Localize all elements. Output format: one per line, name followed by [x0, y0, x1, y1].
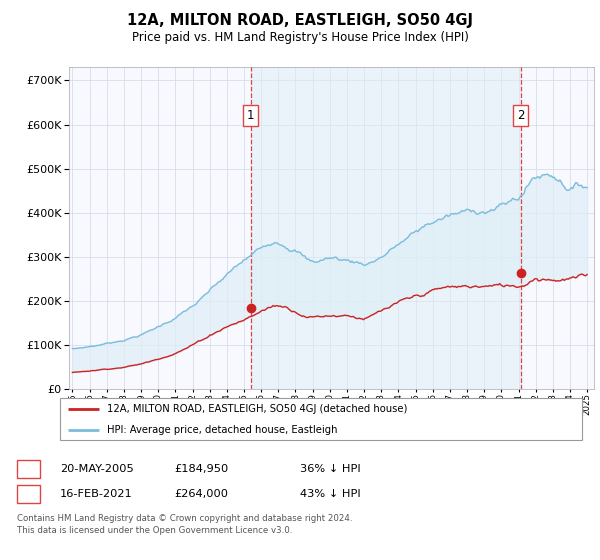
Text: 1: 1: [25, 462, 32, 475]
Text: 12A, MILTON ROAD, EASTLEIGH, SO50 4GJ: 12A, MILTON ROAD, EASTLEIGH, SO50 4GJ: [127, 13, 473, 29]
Text: Contains HM Land Registry data © Crown copyright and database right 2024.
This d: Contains HM Land Registry data © Crown c…: [17, 514, 352, 535]
Text: 36% ↓ HPI: 36% ↓ HPI: [300, 464, 361, 474]
Text: HPI: Average price, detached house, Eastleigh: HPI: Average price, detached house, East…: [107, 426, 337, 435]
Text: 16-FEB-2021: 16-FEB-2021: [60, 489, 133, 499]
Bar: [251, 67, 521, 389]
Text: 12A, MILTON ROAD, EASTLEIGH, SO50 4GJ (detached house): 12A, MILTON ROAD, EASTLEIGH, SO50 4GJ (d…: [107, 404, 407, 414]
Text: 20-MAY-2005: 20-MAY-2005: [60, 464, 134, 474]
Text: 2: 2: [25, 487, 32, 501]
Text: 43% ↓ HPI: 43% ↓ HPI: [300, 489, 361, 499]
Text: Price paid vs. HM Land Registry's House Price Index (HPI): Price paid vs. HM Land Registry's House …: [131, 31, 469, 44]
FancyBboxPatch shape: [60, 398, 582, 440]
Text: £184,950: £184,950: [174, 464, 228, 474]
Text: 2: 2: [517, 109, 524, 122]
Text: £264,000: £264,000: [174, 489, 228, 499]
Text: 1: 1: [247, 109, 254, 122]
